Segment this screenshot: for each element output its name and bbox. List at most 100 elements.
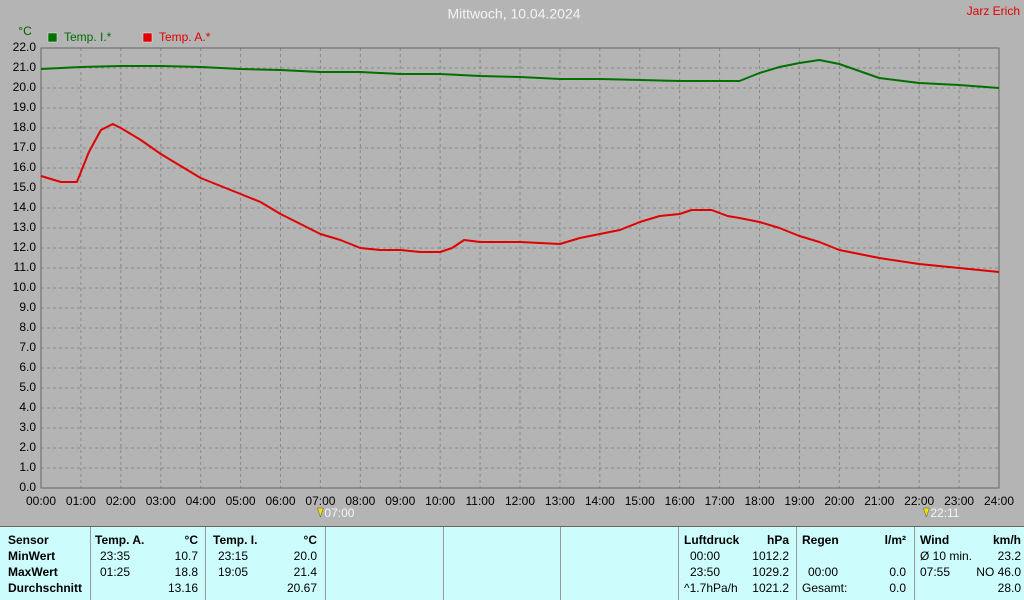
panel-header: Wind (920, 533, 949, 547)
panel-cell: 00:00 (690, 549, 720, 563)
panel-cell: 00:00 (808, 565, 838, 579)
panel-unit: hPa (767, 533, 789, 547)
y-tick-label: 3.0 (19, 420, 36, 434)
panel-value: NO 46.0 (976, 565, 1021, 579)
y-tick-label: 11.0 (14, 260, 37, 274)
x-tick-label: 10:00 (425, 494, 455, 508)
x-tick-label: 08:00 (345, 494, 375, 508)
summary-panel (0, 526, 1024, 600)
panel-value: 20.67 (287, 581, 317, 595)
sunrise-label: 07:00 (324, 506, 354, 520)
panel-unit: km/h (993, 533, 1021, 547)
panel-cell: Gesamt: (802, 581, 847, 595)
y-tick-label: 12.0 (13, 240, 37, 254)
x-tick-label: 21:00 (864, 494, 894, 508)
panel-unit: °C (185, 533, 199, 547)
panel-value: 23.2 (998, 549, 1022, 563)
panel-cell: ^1.7hPa/h (684, 581, 738, 595)
x-tick-label: 15:00 (625, 494, 655, 508)
sunset-marker (923, 507, 930, 518)
panel-cell: 07:55 (920, 565, 950, 579)
y-tick-label: 21.0 (13, 60, 37, 74)
series-line (40, 59, 1000, 89)
chart-background (0, 0, 1024, 526)
legend-swatch (142, 32, 153, 43)
y-tick-label: 9.0 (19, 300, 36, 314)
sunrise-marker (317, 507, 324, 518)
legend-label: Temp. I.* (64, 30, 112, 44)
panel-cell: 19:05 (218, 565, 248, 579)
panel-value: 1021.2 (752, 581, 789, 595)
x-tick-label: 04:00 (186, 494, 216, 508)
x-tick-label: 12:00 (505, 494, 535, 508)
panel-header: Temp. A. (95, 533, 144, 547)
y-tick-label: 13.0 (13, 220, 37, 234)
series-line (40, 123, 1000, 273)
x-tick-label: 18:00 (744, 494, 774, 508)
x-tick-label: 09:00 (385, 494, 415, 508)
y-tick-label: 16.0 (13, 160, 37, 174)
y-tick-label: 10.0 (13, 280, 37, 294)
panel-header: Temp. I. (213, 533, 257, 547)
x-tick-label: 07:00 (305, 494, 335, 508)
panel-cell: 23:15 (218, 549, 248, 563)
panel-value: 18.8 (175, 565, 199, 579)
panel-value: 13.16 (168, 581, 198, 595)
x-tick-label: 11:00 (466, 494, 495, 508)
plot-frame (40, 47, 1000, 489)
panel-cell: 23:35 (100, 549, 130, 563)
x-tick-label: 23:00 (944, 494, 974, 508)
y-tick-label: 20.0 (13, 80, 37, 94)
y-axis-label: °C (18, 24, 32, 38)
y-tick-label: 22.0 (13, 40, 37, 54)
y-tick-label: 5.0 (19, 380, 36, 394)
y-tick-label: 17.0 (13, 140, 37, 154)
y-tick-label: 4.0 (19, 400, 36, 414)
y-tick-label: 18.0 (13, 120, 37, 134)
panel-row-label: Durchschnitt (8, 581, 82, 595)
panel-value: 1012.2 (752, 549, 789, 563)
y-tick-label: 15.0 (13, 180, 37, 194)
y-tick-label: 0.0 (19, 480, 36, 494)
x-tick-label: 14:00 (585, 494, 615, 508)
chart-title: Mittwoch, 10.04.2024 (447, 6, 580, 22)
panel-cell: 23:50 (690, 565, 720, 579)
panel-unit: l/m² (885, 533, 906, 547)
y-tick-label: 6.0 (19, 360, 36, 374)
legend-label: Temp. A.* (159, 30, 211, 44)
panel-row-label: MaxWert (8, 565, 58, 579)
panel-header: Sensor (8, 533, 49, 547)
panel-cell: 01:25 (100, 565, 130, 579)
sunset-label: 22:11 (930, 506, 959, 520)
y-tick-label: 1.0 (19, 460, 36, 474)
x-tick-label: 03:00 (146, 494, 176, 508)
x-tick-label: 00:00 (26, 494, 56, 508)
panel-row-label: MinWert (8, 549, 55, 563)
x-tick-label: 17:00 (705, 494, 735, 508)
x-tick-label: 20:00 (824, 494, 854, 508)
panel-header: Regen (802, 533, 839, 547)
y-tick-label: 2.0 (19, 440, 36, 454)
panel-cell: Ø 10 min. (920, 549, 972, 563)
x-tick-label: 24:00 (984, 494, 1014, 508)
panel-value: 20.0 (294, 549, 318, 563)
credit: Jarz Erich (967, 4, 1020, 18)
panel-value: 1029.2 (752, 565, 789, 579)
y-tick-label: 7.0 (19, 340, 36, 354)
panel-value: 21.4 (294, 565, 318, 579)
y-tick-label: 8.0 (19, 320, 36, 334)
panel-value: 0.0 (889, 565, 906, 579)
x-tick-label: 05:00 (226, 494, 256, 508)
panel-value: 0.0 (889, 581, 906, 595)
x-tick-label: 13:00 (545, 494, 575, 508)
x-tick-label: 01:00 (66, 494, 96, 508)
x-tick-label: 22:00 (904, 494, 934, 508)
x-tick-label: 19:00 (784, 494, 814, 508)
legend-swatch (47, 32, 58, 43)
panel-value: 28.0 (998, 581, 1022, 595)
y-tick-label: 19.0 (13, 100, 37, 114)
y-tick-label: 14.0 (13, 200, 37, 214)
panel-header: Luftdruck (684, 533, 740, 547)
x-tick-label: 16:00 (665, 494, 695, 508)
